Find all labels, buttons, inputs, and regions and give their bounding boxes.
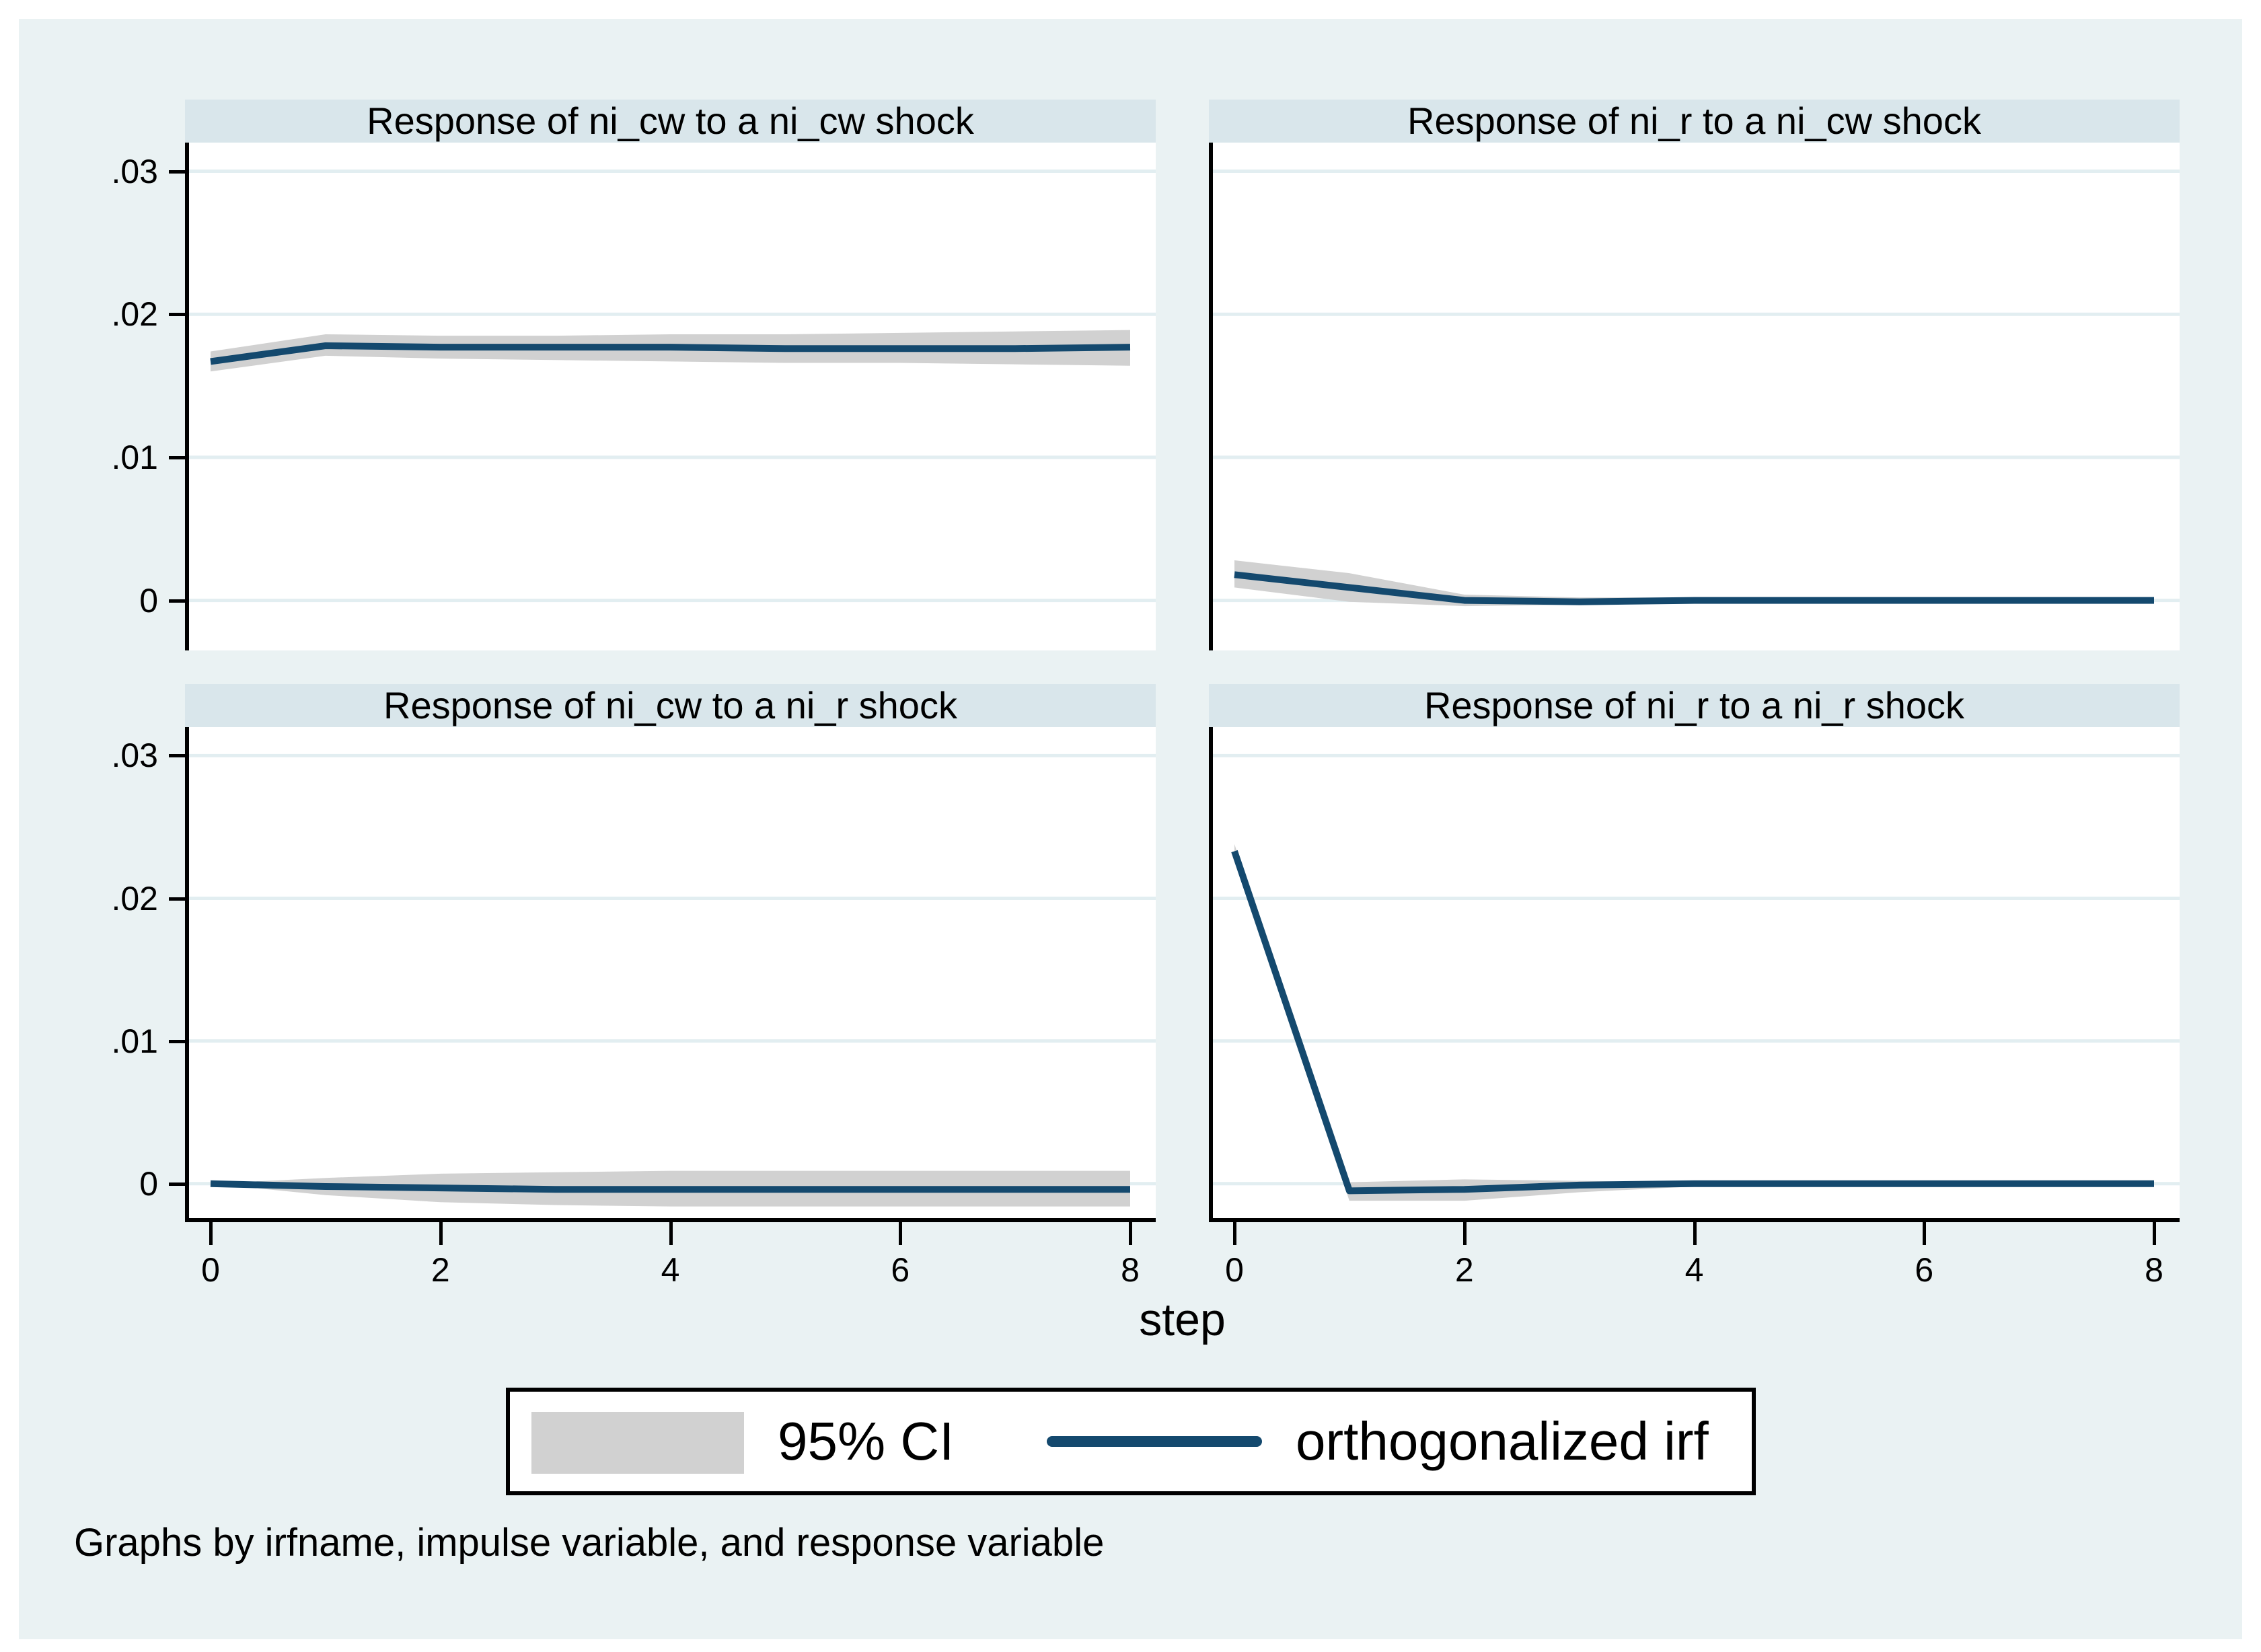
y-tick-label-0: 0 (139, 1164, 158, 1203)
legend-irf-label: orthogonalized irf (1296, 1411, 1709, 1471)
irf-line (210, 1180, 1130, 1193)
y-tick-.02 (169, 897, 185, 901)
x-tick-4 (669, 1222, 673, 1245)
y-tick-label-.01: .01 (111, 1022, 158, 1060)
legend-ci-band-swatch (531, 1412, 744, 1474)
x-tick-4 (1693, 1222, 1697, 1245)
x-tick-0 (1233, 1222, 1236, 1245)
x-tick-8 (1129, 1222, 1132, 1245)
y-tick-.01 (169, 455, 185, 459)
irf-chart-ni_r-to-ni_r (1209, 753, 2180, 1201)
y-tick-label-0: 0 (139, 581, 158, 620)
y-tick-label-.03: .03 (111, 152, 158, 190)
y-tick-label-.01: .01 (111, 438, 158, 476)
legend: 95% CI orthogonalized irf (506, 1388, 1756, 1495)
x-axis-title: step (1139, 1294, 1226, 1345)
x-tick-2 (1462, 1222, 1467, 1245)
y-tick-.02 (169, 313, 185, 317)
x-tick-6 (899, 1222, 903, 1245)
x-tick-2 (439, 1222, 443, 1245)
irf-line (1231, 850, 2154, 1195)
panel-title-ni_r-to-ni_cw: Response of ni_r to a ni_cw shock (1209, 100, 2180, 143)
y-axis-line (185, 143, 189, 650)
y-axis-line (1209, 143, 1213, 650)
irf-chart-ni_r-to-ni_cw (1209, 170, 2180, 607)
x-tick-label-2: 2 (431, 1251, 450, 1289)
x-tick-label-8: 8 (1121, 1251, 1140, 1289)
x-tick-label-6: 6 (891, 1251, 910, 1289)
legend-irf-line-swatch (1047, 1436, 1262, 1447)
y-tick-label-.02: .02 (111, 295, 158, 334)
y-tick-.01 (169, 1039, 185, 1043)
x-tick-label-8: 8 (2145, 1251, 2163, 1289)
panel-title-ni_cw-to-ni_cw: Response of ni_cw to a ni_cw shock (185, 100, 1156, 143)
x-tick-label-2: 2 (1454, 1251, 1474, 1289)
x-tick-label-4: 4 (661, 1251, 680, 1289)
x-axis-line (185, 1218, 1156, 1222)
x-tick-8 (2153, 1222, 2156, 1245)
x-tick-label-6: 6 (1915, 1251, 1934, 1289)
y-tick-0 (169, 599, 185, 603)
panel-title-ni_r-to-ni_r: Response of ni_r to a ni_r shock (1209, 684, 2180, 727)
ci-band (1234, 560, 2154, 607)
graph-caption: Graphs by irfname, impulse variable, and… (74, 1521, 1105, 1565)
irf-line (210, 342, 1131, 365)
x-tick-0 (209, 1222, 213, 1245)
x-tick-6 (1923, 1222, 1927, 1245)
y-axis-line (1209, 727, 1213, 1222)
y-tick-.03 (169, 754, 185, 758)
irf-chart-ni_cw-to-ni_r (185, 753, 1156, 1207)
y-axis-line (185, 727, 189, 1222)
x-tick-label-0: 0 (201, 1251, 220, 1289)
y-tick-.03 (169, 170, 185, 174)
x-tick-label-4: 4 (1684, 1251, 1704, 1289)
x-axis-line (1209, 1218, 2180, 1222)
irf-chart-ni_cw-to-ni_cw (185, 170, 1156, 603)
y-tick-0 (169, 1182, 185, 1186)
plot-area-ni_cw-to-ni_cw (185, 143, 1156, 650)
legend-ci-label: 95% CI (778, 1411, 955, 1471)
y-tick-label-.02: .02 (111, 879, 158, 917)
plot-area-ni_r-to-ni_cw (1209, 143, 2180, 650)
plot-area-ni_cw-to-ni_r (185, 727, 1156, 1222)
y-tick-label-.03: .03 (111, 737, 158, 775)
x-tick-label-0: 0 (1225, 1251, 1244, 1289)
panel-title-ni_cw-to-ni_r: Response of ni_cw to a ni_r shock (185, 684, 1156, 727)
plot-area-ni_r-to-ni_r (1209, 727, 2180, 1222)
ci-band (211, 330, 1130, 372)
irf-line (1234, 571, 2154, 605)
